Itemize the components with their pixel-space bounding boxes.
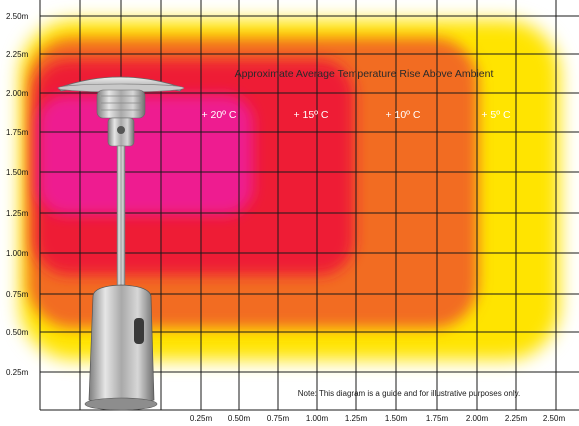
- zone-label-20: + 20º C: [201, 109, 236, 121]
- diagram-title: Approximate Average Temperature Rise Abo…: [235, 68, 494, 80]
- y-tick-label: 0.75m: [6, 290, 29, 299]
- y-tick-label: 1.00m: [6, 249, 29, 258]
- x-tick-label: 0.75m: [267, 414, 290, 423]
- y-tick-label: 2.25m: [6, 50, 29, 59]
- zone-labels: + 20º C + 15º C + 10º C + 5º C: [201, 109, 511, 121]
- x-tick-label: 2.50m: [543, 414, 566, 423]
- y-tick-label: 1.75m: [6, 128, 29, 137]
- zone-label-10: + 10º C: [385, 109, 420, 121]
- y-tick-label: 1.25m: [6, 209, 29, 218]
- zone-label-15: + 15º C: [293, 109, 328, 121]
- disclaimer-note: Note: This diagram is a guide and for il…: [298, 389, 520, 398]
- y-tick-label: 1.50m: [6, 168, 29, 177]
- y-tick-label: 0.50m: [6, 328, 29, 337]
- x-tick-label: 2.00m: [466, 414, 489, 423]
- zone-20c: [38, 95, 253, 215]
- x-tick-label: 0.25m: [190, 414, 213, 423]
- x-tick-label: 2.25m: [505, 414, 528, 423]
- x-tick-label: 1.25m: [345, 414, 368, 423]
- y-tick-label: 0.25m: [6, 368, 29, 377]
- x-tick-label: 0.50m: [228, 414, 251, 423]
- x-tick-label: 1.00m: [306, 414, 329, 423]
- patio-heater-icon: [57, 76, 185, 411]
- y-axis: 2.50m 2.25m 2.00m 1.75m 1.50m 1.25m 1.00…: [6, 12, 29, 377]
- y-tick-label: 2.50m: [6, 12, 29, 21]
- zone-label-5: + 5º C: [481, 109, 511, 121]
- x-tick-label: 1.75m: [426, 414, 449, 423]
- x-tick-label: 1.50m: [385, 414, 408, 423]
- y-tick-label: 2.00m: [6, 89, 29, 98]
- x-axis: 0.25m 0.50m 0.75m 1.00m 1.25m 1.50m 1.75…: [190, 414, 566, 423]
